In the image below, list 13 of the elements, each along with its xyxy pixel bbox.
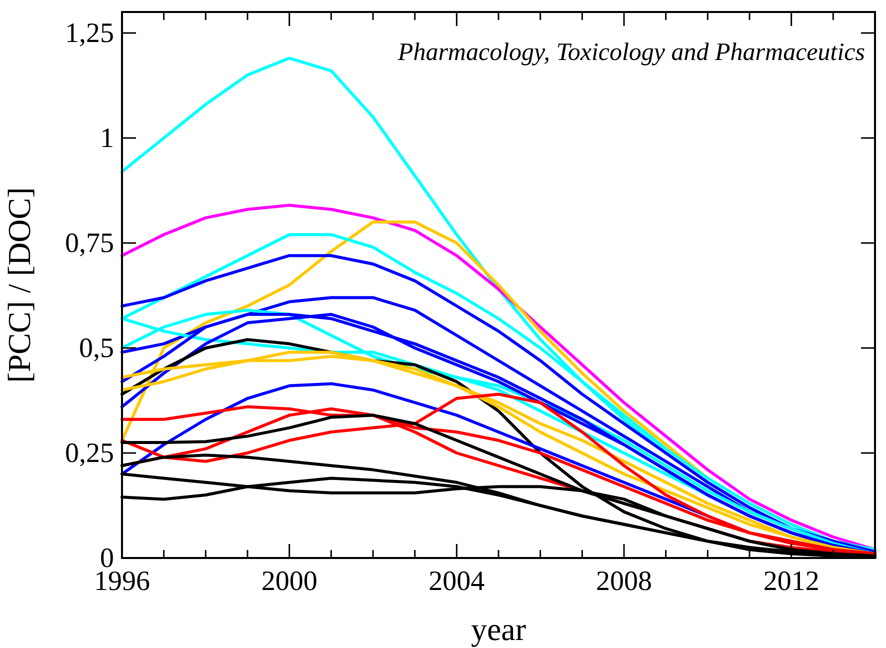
y-tick-label: 0,5 — [79, 333, 114, 364]
y-tick-label: 0,75 — [65, 228, 114, 259]
x-tick-label: 2012 — [763, 566, 820, 597]
x-tick-label: 2004 — [428, 566, 485, 597]
x-tick-label: 1996 — [94, 566, 150, 597]
text: Pharmacology, Toxicology and Pharmaceutics — [396, 39, 865, 66]
x-axis-title: year — [470, 611, 526, 647]
y-tick-label: 0,25 — [65, 438, 114, 469]
x-tick-label: 2000 — [261, 566, 318, 597]
y-axis-title: [PCC] / [DOC] — [1, 187, 37, 383]
x-tick-label: 2008 — [596, 566, 652, 597]
y-tick-label: 1 — [100, 123, 114, 154]
y-tick-label: 1,25 — [65, 18, 114, 49]
